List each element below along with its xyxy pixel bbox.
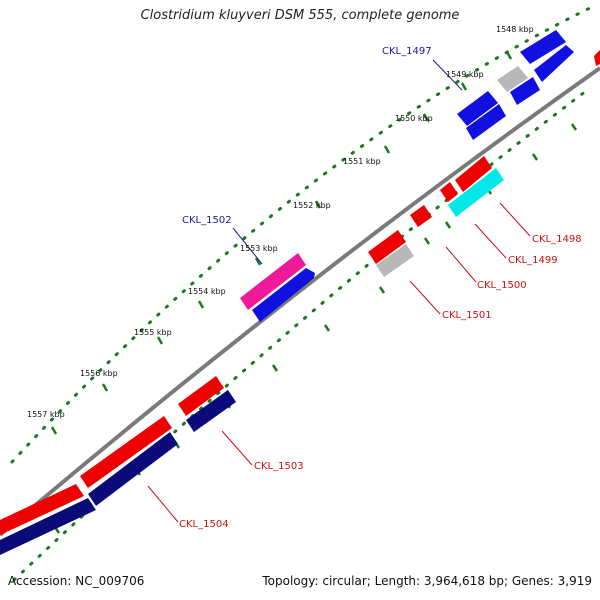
map-title: Clostridium kluyveri DSM 555, complete g… bbox=[140, 8, 460, 23]
gene-ckl1500[interactable] bbox=[410, 205, 432, 227]
gene-ckl1498[interactable] bbox=[455, 156, 492, 192]
inner-tick-ring bbox=[12, 86, 592, 582]
gene-ckl1504[interactable] bbox=[0, 484, 84, 535]
gene-label-ckl1498[interactable]: CKL_1498 bbox=[532, 234, 582, 245]
gene-label-ckl1497[interactable]: CKL_1497 bbox=[382, 46, 432, 57]
scale-label-1552: 1552 kbp bbox=[293, 201, 331, 210]
genome-backbone bbox=[0, 66, 600, 537]
gene-ckl1501[interactable] bbox=[368, 230, 406, 264]
connector-ckl1503 bbox=[221, 430, 253, 466]
gene-blue-d[interactable] bbox=[252, 268, 315, 322]
scale-label-1551: 1551 kbp bbox=[343, 157, 381, 166]
outer-major-ticks bbox=[50, 51, 513, 435]
gene-ckl1497[interactable] bbox=[457, 91, 498, 126]
gene-navy-long-1[interactable] bbox=[88, 432, 178, 506]
gene-label-ckl1503[interactable]: CKL_1503 bbox=[254, 461, 304, 472]
accession-text: Accession: NC_009706 bbox=[8, 574, 145, 588]
gene-label-ckl1501[interactable]: CKL_1501 bbox=[442, 310, 492, 321]
scale-label-1553: 1553 kbp bbox=[240, 244, 278, 253]
gene-red-long-1[interactable] bbox=[80, 416, 172, 488]
scale-label-1550: 1550 kbp bbox=[395, 114, 433, 123]
connector-ckl1497 bbox=[432, 59, 463, 91]
connector-ckl1500 bbox=[445, 246, 477, 283]
connector-ckl1499 bbox=[474, 223, 507, 259]
gene-blue-a[interactable] bbox=[534, 45, 574, 82]
gene-label-ckl1502[interactable]: CKL_1502 bbox=[182, 215, 232, 226]
scale-label-1557: 1557 kbp bbox=[27, 410, 65, 419]
gene-blue-b[interactable] bbox=[510, 77, 540, 105]
gene-navy-small[interactable] bbox=[186, 390, 236, 432]
scale-label-1548: 1548 kbp bbox=[496, 25, 534, 34]
scale-label-1555: 1555 kbp bbox=[134, 328, 172, 337]
connector-ckl1502 bbox=[232, 227, 263, 265]
gene-ckl1502[interactable] bbox=[240, 253, 306, 310]
connector-ckl1498 bbox=[499, 202, 531, 237]
scale-label-1554: 1554 kbp bbox=[188, 287, 226, 296]
gene-ckl1497-upper[interactable] bbox=[520, 30, 566, 64]
gene-ckl1499[interactable] bbox=[448, 168, 504, 217]
gene-red-small-1[interactable] bbox=[440, 182, 458, 202]
gene-ckl1503[interactable] bbox=[178, 376, 224, 416]
gene-label-ckl1499[interactable]: CKL_1499 bbox=[508, 255, 558, 266]
gene-navy-long-2[interactable] bbox=[0, 498, 96, 555]
genome-summary-text: Topology: circular; Length: 3,964,618 bp… bbox=[262, 574, 592, 588]
gene-label-ckl1500[interactable]: CKL_1500 bbox=[477, 280, 527, 291]
gene-label-ckl1504[interactable]: CKL_1504 bbox=[179, 519, 229, 530]
connector-ckl1501 bbox=[409, 280, 441, 315]
gene-red-far-right[interactable] bbox=[594, 50, 600, 66]
gene-blue-c[interactable] bbox=[466, 104, 506, 140]
gene-gray-reverse[interactable] bbox=[376, 244, 414, 277]
scale-label-1549: 1549 kbp bbox=[446, 70, 484, 79]
scale-label-1556: 1556 kbp bbox=[80, 369, 118, 378]
connector-ckl1504 bbox=[147, 485, 179, 523]
gene-gray-forward[interactable] bbox=[497, 66, 528, 92]
